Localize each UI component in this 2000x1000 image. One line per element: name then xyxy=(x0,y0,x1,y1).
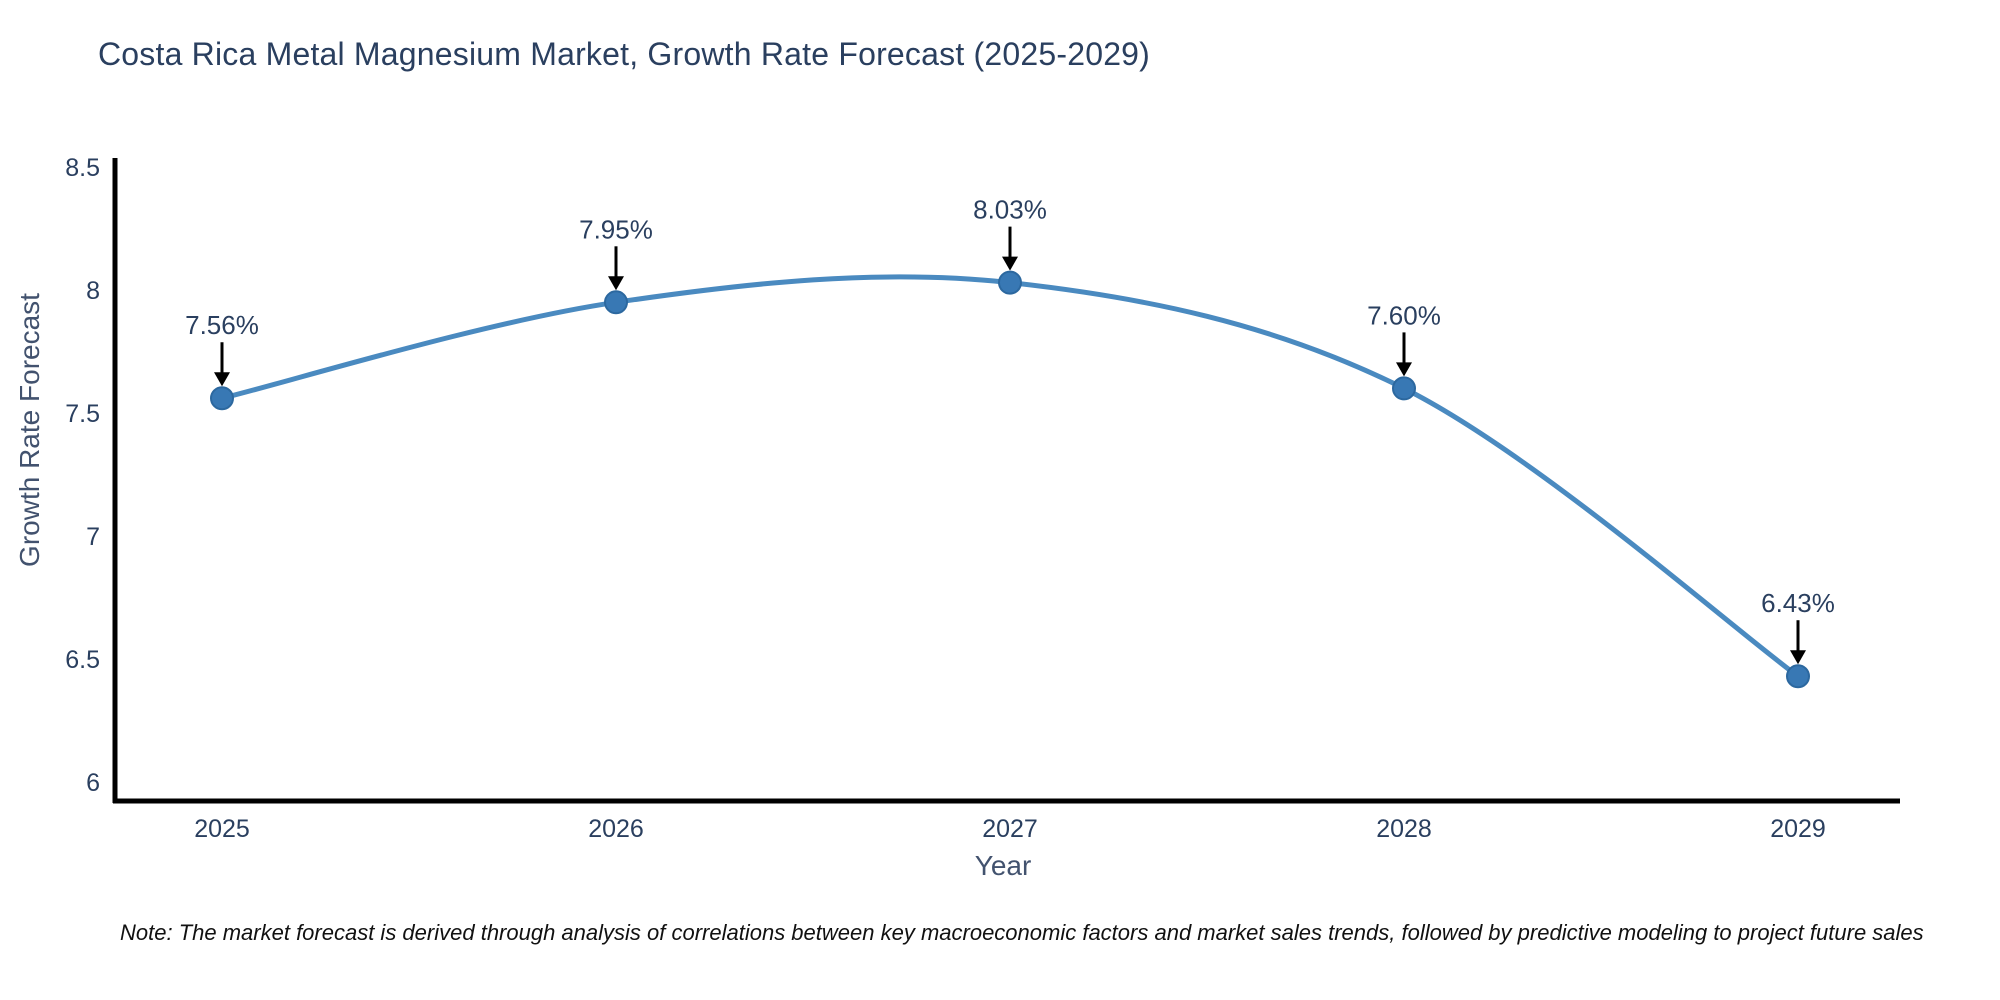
x-tick-label: 2026 xyxy=(588,815,644,843)
chart-title: Costa Rica Metal Magnesium Market, Growt… xyxy=(98,36,1151,72)
annotation-arrowhead xyxy=(608,276,624,291)
x-axis-title: Year xyxy=(974,850,1032,881)
y-tick-label: 7.5 xyxy=(65,400,100,428)
point-value-label: 8.03% xyxy=(973,195,1047,225)
y-tick-label: 6 xyxy=(86,769,100,797)
y-tick-label: 8 xyxy=(86,277,100,305)
data-point-marker xyxy=(1392,376,1416,401)
x-tick-label: 2025 xyxy=(194,815,250,843)
point-value-label: 7.95% xyxy=(579,214,653,244)
x-tick-label: 2027 xyxy=(982,815,1038,843)
annotation-arrowhead xyxy=(1002,256,1018,271)
annotation-arrowhead xyxy=(214,372,230,387)
y-tick-label: 6.5 xyxy=(65,646,100,674)
point-value-label: 7.56% xyxy=(185,310,259,340)
data-point-marker xyxy=(210,386,234,411)
x-tick-label: 2029 xyxy=(1770,815,1826,843)
x-tick-label: 2028 xyxy=(1376,815,1432,843)
y-tick-label: 7 xyxy=(86,523,100,551)
point-value-label: 6.43% xyxy=(1761,588,1835,618)
data-point-marker xyxy=(998,270,1022,295)
annotation-arrowhead xyxy=(1396,362,1412,377)
trend-line xyxy=(219,274,1801,679)
footnote: Note: The market forecast is derived thr… xyxy=(120,920,1924,945)
data-point-marker xyxy=(1786,664,1810,689)
point-value-label: 7.60% xyxy=(1367,300,1441,330)
annotation-arrowhead xyxy=(1790,650,1806,665)
data-point-marker xyxy=(604,290,628,315)
y-axis-title: Growth Rate Forecast xyxy=(14,293,45,567)
y-tick-label: 8.5 xyxy=(65,154,100,182)
